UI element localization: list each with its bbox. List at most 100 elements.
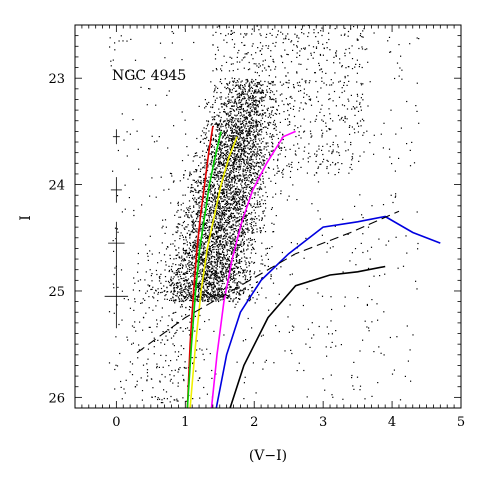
star-point	[203, 132, 205, 134]
star-point	[253, 84, 255, 86]
star-point	[236, 174, 238, 177]
star-point	[216, 261, 218, 263]
star-point	[225, 127, 227, 129]
star-point	[206, 275, 208, 277]
star-point	[237, 221, 239, 223]
star-point	[168, 282, 170, 284]
star-point	[204, 159, 206, 161]
star-point	[150, 288, 152, 291]
star-point	[227, 201, 229, 203]
star-point	[181, 255, 183, 257]
star-point	[203, 204, 205, 206]
star-point	[235, 131, 237, 133]
star-point	[226, 274, 228, 276]
star-point	[217, 260, 219, 262]
star-point	[218, 160, 220, 162]
star-point	[210, 190, 212, 192]
star-point	[230, 275, 232, 277]
star-point	[275, 182, 277, 184]
star-point	[238, 229, 240, 231]
star-point	[164, 269, 166, 271]
star-point	[226, 244, 228, 246]
star-point	[230, 215, 232, 217]
star-point	[256, 129, 258, 131]
star-point	[361, 46, 363, 48]
star-point	[326, 42, 328, 44]
star-point	[227, 218, 230, 220]
star-point	[194, 286, 196, 288]
star-point	[228, 198, 230, 200]
star-point	[247, 229, 249, 231]
star-point	[227, 146, 229, 148]
star-point	[168, 188, 170, 190]
star-point	[212, 246, 214, 249]
star-point	[197, 298, 199, 301]
star-point	[235, 163, 237, 165]
star-point	[211, 204, 213, 206]
star-point	[123, 139, 125, 141]
star-point	[231, 127, 233, 130]
star-point	[235, 303, 237, 305]
star-point	[240, 165, 242, 167]
star-point	[238, 212, 240, 214]
star-point	[232, 226, 234, 228]
star-point	[178, 291, 180, 293]
star-point	[223, 159, 225, 161]
star-point	[166, 76, 168, 78]
star-point	[280, 31, 282, 33]
star-point	[303, 25, 305, 27]
star-point	[251, 131, 253, 133]
star-point	[177, 204, 179, 206]
star-point	[250, 157, 252, 159]
star-point	[303, 96, 305, 98]
star-point	[232, 109, 234, 111]
star-point	[204, 107, 206, 109]
star-point	[224, 228, 226, 230]
star-point	[215, 264, 217, 266]
star-point	[190, 276, 192, 278]
star-point	[256, 200, 258, 202]
star-point	[230, 143, 232, 145]
star-point	[179, 223, 181, 225]
star-point	[238, 281, 240, 283]
star-point	[249, 140, 252, 142]
star-point	[344, 115, 346, 118]
star-point	[257, 150, 259, 152]
star-point	[226, 192, 228, 194]
star-point	[231, 246, 233, 248]
star-point	[214, 291, 216, 293]
star-point	[208, 247, 211, 249]
star-point	[283, 146, 286, 148]
star-point	[216, 294, 218, 296]
star-point	[258, 83, 260, 85]
star-point	[209, 294, 211, 296]
star-point	[181, 266, 183, 268]
star-point	[222, 238, 224, 240]
star-point	[185, 252, 187, 254]
star-point	[317, 42, 320, 44]
star-point	[230, 227, 232, 229]
star-point	[226, 279, 228, 281]
star-point	[208, 197, 210, 199]
star-point	[198, 270, 200, 272]
star-point	[264, 203, 267, 205]
star-point	[161, 291, 163, 293]
star-point	[217, 129, 219, 131]
star-point	[202, 291, 204, 293]
star-point	[181, 295, 183, 297]
star-point	[209, 219, 211, 221]
star-point	[316, 115, 318, 117]
star-point	[220, 92, 222, 94]
star-point	[261, 123, 264, 125]
star-point	[214, 197, 216, 199]
star-point	[201, 278, 203, 280]
star-point	[255, 52, 257, 54]
star-point	[196, 137, 198, 140]
star-point	[255, 140, 257, 142]
star-point	[224, 247, 226, 249]
star-point	[179, 238, 181, 240]
star-point	[243, 87, 245, 89]
star-point	[205, 234, 207, 236]
star-point	[209, 295, 211, 297]
star-point	[239, 272, 241, 274]
